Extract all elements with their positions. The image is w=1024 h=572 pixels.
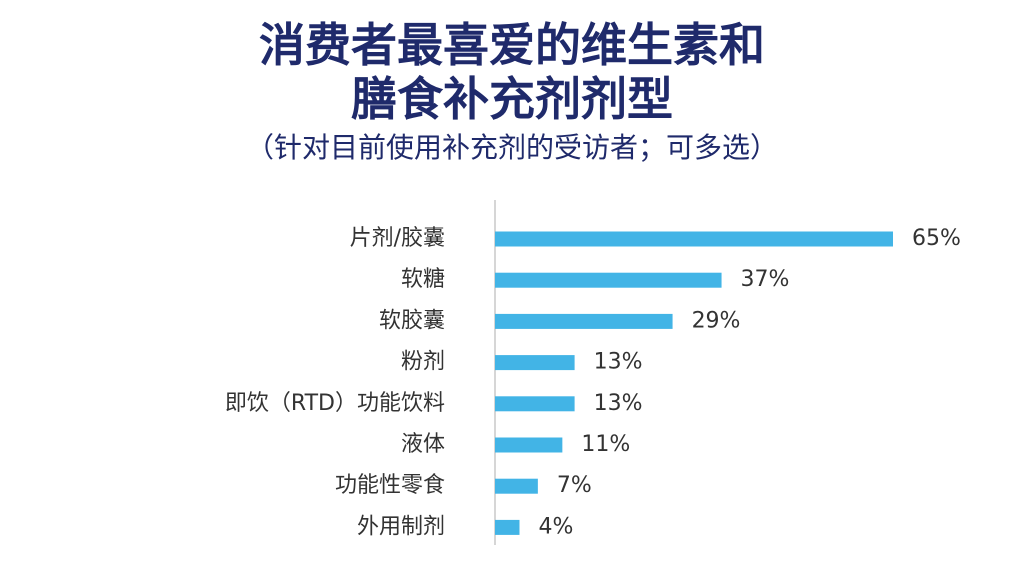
category-label: 液体 [401, 432, 445, 457]
category-label: 粉剂 [401, 350, 445, 375]
chart-title-line-1: 消费者最喜爱的维生素和 [259, 18, 765, 72]
chart-title-block: 消费者最喜爱的维生素和 膳食补充剂剂型 （针对目前使用补充剂的受访者；可多选） [0, 18, 1024, 166]
bar [495, 313, 673, 329]
value-label: 65% [912, 226, 961, 251]
bar [495, 519, 520, 535]
value-label: 7% [557, 473, 592, 498]
category-label: 片剂/胶囊 [350, 226, 445, 251]
bar [495, 231, 893, 247]
chart-subtitle: （针对目前使用补充剂的受访者；可多选） [245, 131, 778, 164]
bar [495, 355, 575, 371]
category-label: 软糖 [401, 267, 445, 292]
value-label: 29% [692, 308, 741, 333]
category-label: 软胶囊 [379, 308, 445, 333]
chart-title-line-2: 膳食补充剂剂型 [351, 72, 673, 126]
value-label: 13% [594, 391, 643, 416]
value-label: 13% [594, 350, 643, 375]
category-label: 即饮（RTD）功能饮料 [225, 391, 445, 416]
bar [495, 396, 575, 412]
value-label: 37% [741, 267, 790, 292]
category-label: 外用制剂 [357, 514, 445, 539]
bar [495, 478, 538, 494]
value-label: 11% [581, 432, 630, 457]
bar [495, 437, 563, 453]
category-label: 功能性零食 [335, 473, 445, 498]
value-label: 4% [538, 514, 573, 539]
bar [495, 272, 722, 288]
